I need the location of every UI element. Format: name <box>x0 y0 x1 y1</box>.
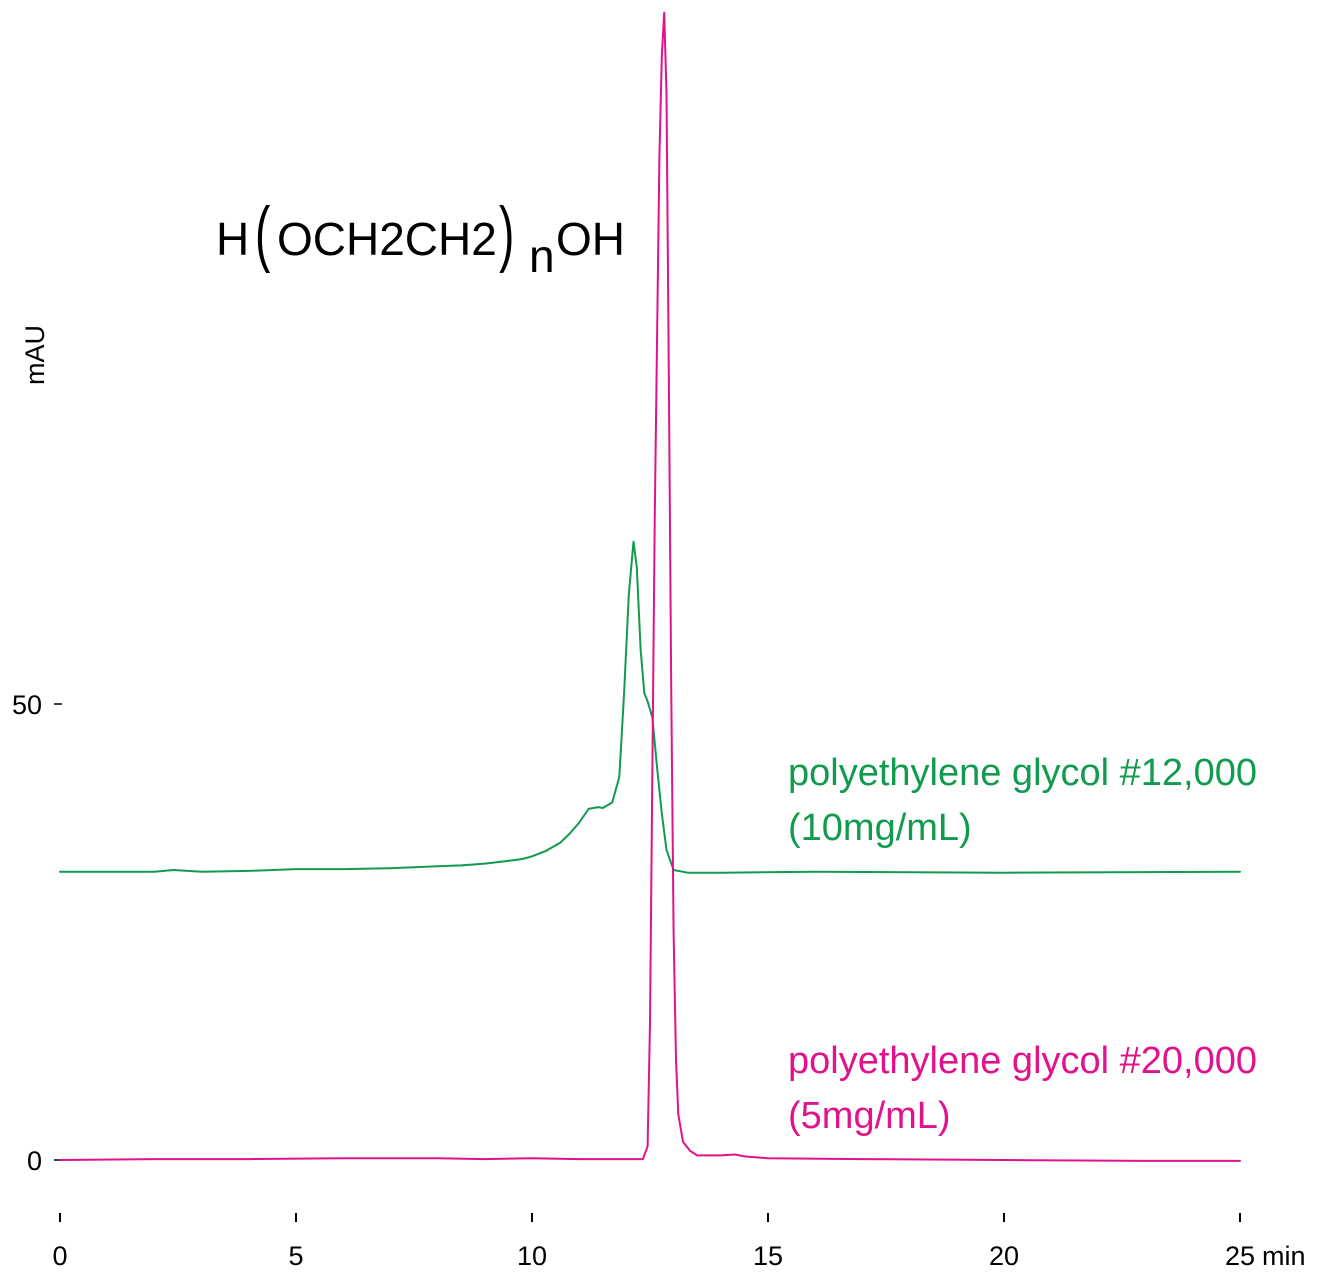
formula-close-paren: ) <box>499 192 514 275</box>
formula-h: H <box>216 213 249 265</box>
x-tick-label-10: 10 <box>517 1241 547 1271</box>
series-label-peg12000: polyethylene glycol #12,000 <box>788 752 1257 794</box>
x-axis-unit-label: min <box>1262 1241 1306 1271</box>
x-tick-label-5: 5 <box>288 1241 303 1271</box>
formula-oh: OH <box>556 213 625 265</box>
x-tick-label-20: 20 <box>989 1241 1019 1271</box>
chemical-formula: H ( OCH2CH2 ) n OH <box>216 192 625 282</box>
formula-repeat-unit: OCH2CH2 <box>277 213 497 265</box>
y-tick-label-50: 50 <box>12 690 42 720</box>
y-tick-label-0: 0 <box>27 1146 42 1176</box>
series-label-peg12000-concentration: (10mg/mL) <box>788 807 972 849</box>
y-axis-title: mAU <box>20 325 50 385</box>
series-labels: polyethylene glycol #12,000 (10mg/mL) po… <box>788 752 1257 1137</box>
x-tick-label-0: 0 <box>52 1241 67 1271</box>
y-axis: 0 50 <box>12 690 62 1176</box>
x-tick-label-25: 25 <box>1225 1241 1255 1271</box>
formula-subscript-n: n <box>529 230 555 282</box>
series-layer <box>59 11 1241 1162</box>
series-label-peg20000: polyethylene glycol #20,000 <box>788 1040 1257 1082</box>
formula-open-paren: ( <box>255 192 271 275</box>
x-axis: 0 5 10 15 20 25 <box>52 1213 1255 1271</box>
series-line-0 <box>59 540 1241 874</box>
series-line-1 <box>59 11 1241 1162</box>
series-label-peg20000-concentration: (5mg/mL) <box>788 1095 951 1137</box>
x-tick-label-15: 15 <box>753 1241 783 1271</box>
